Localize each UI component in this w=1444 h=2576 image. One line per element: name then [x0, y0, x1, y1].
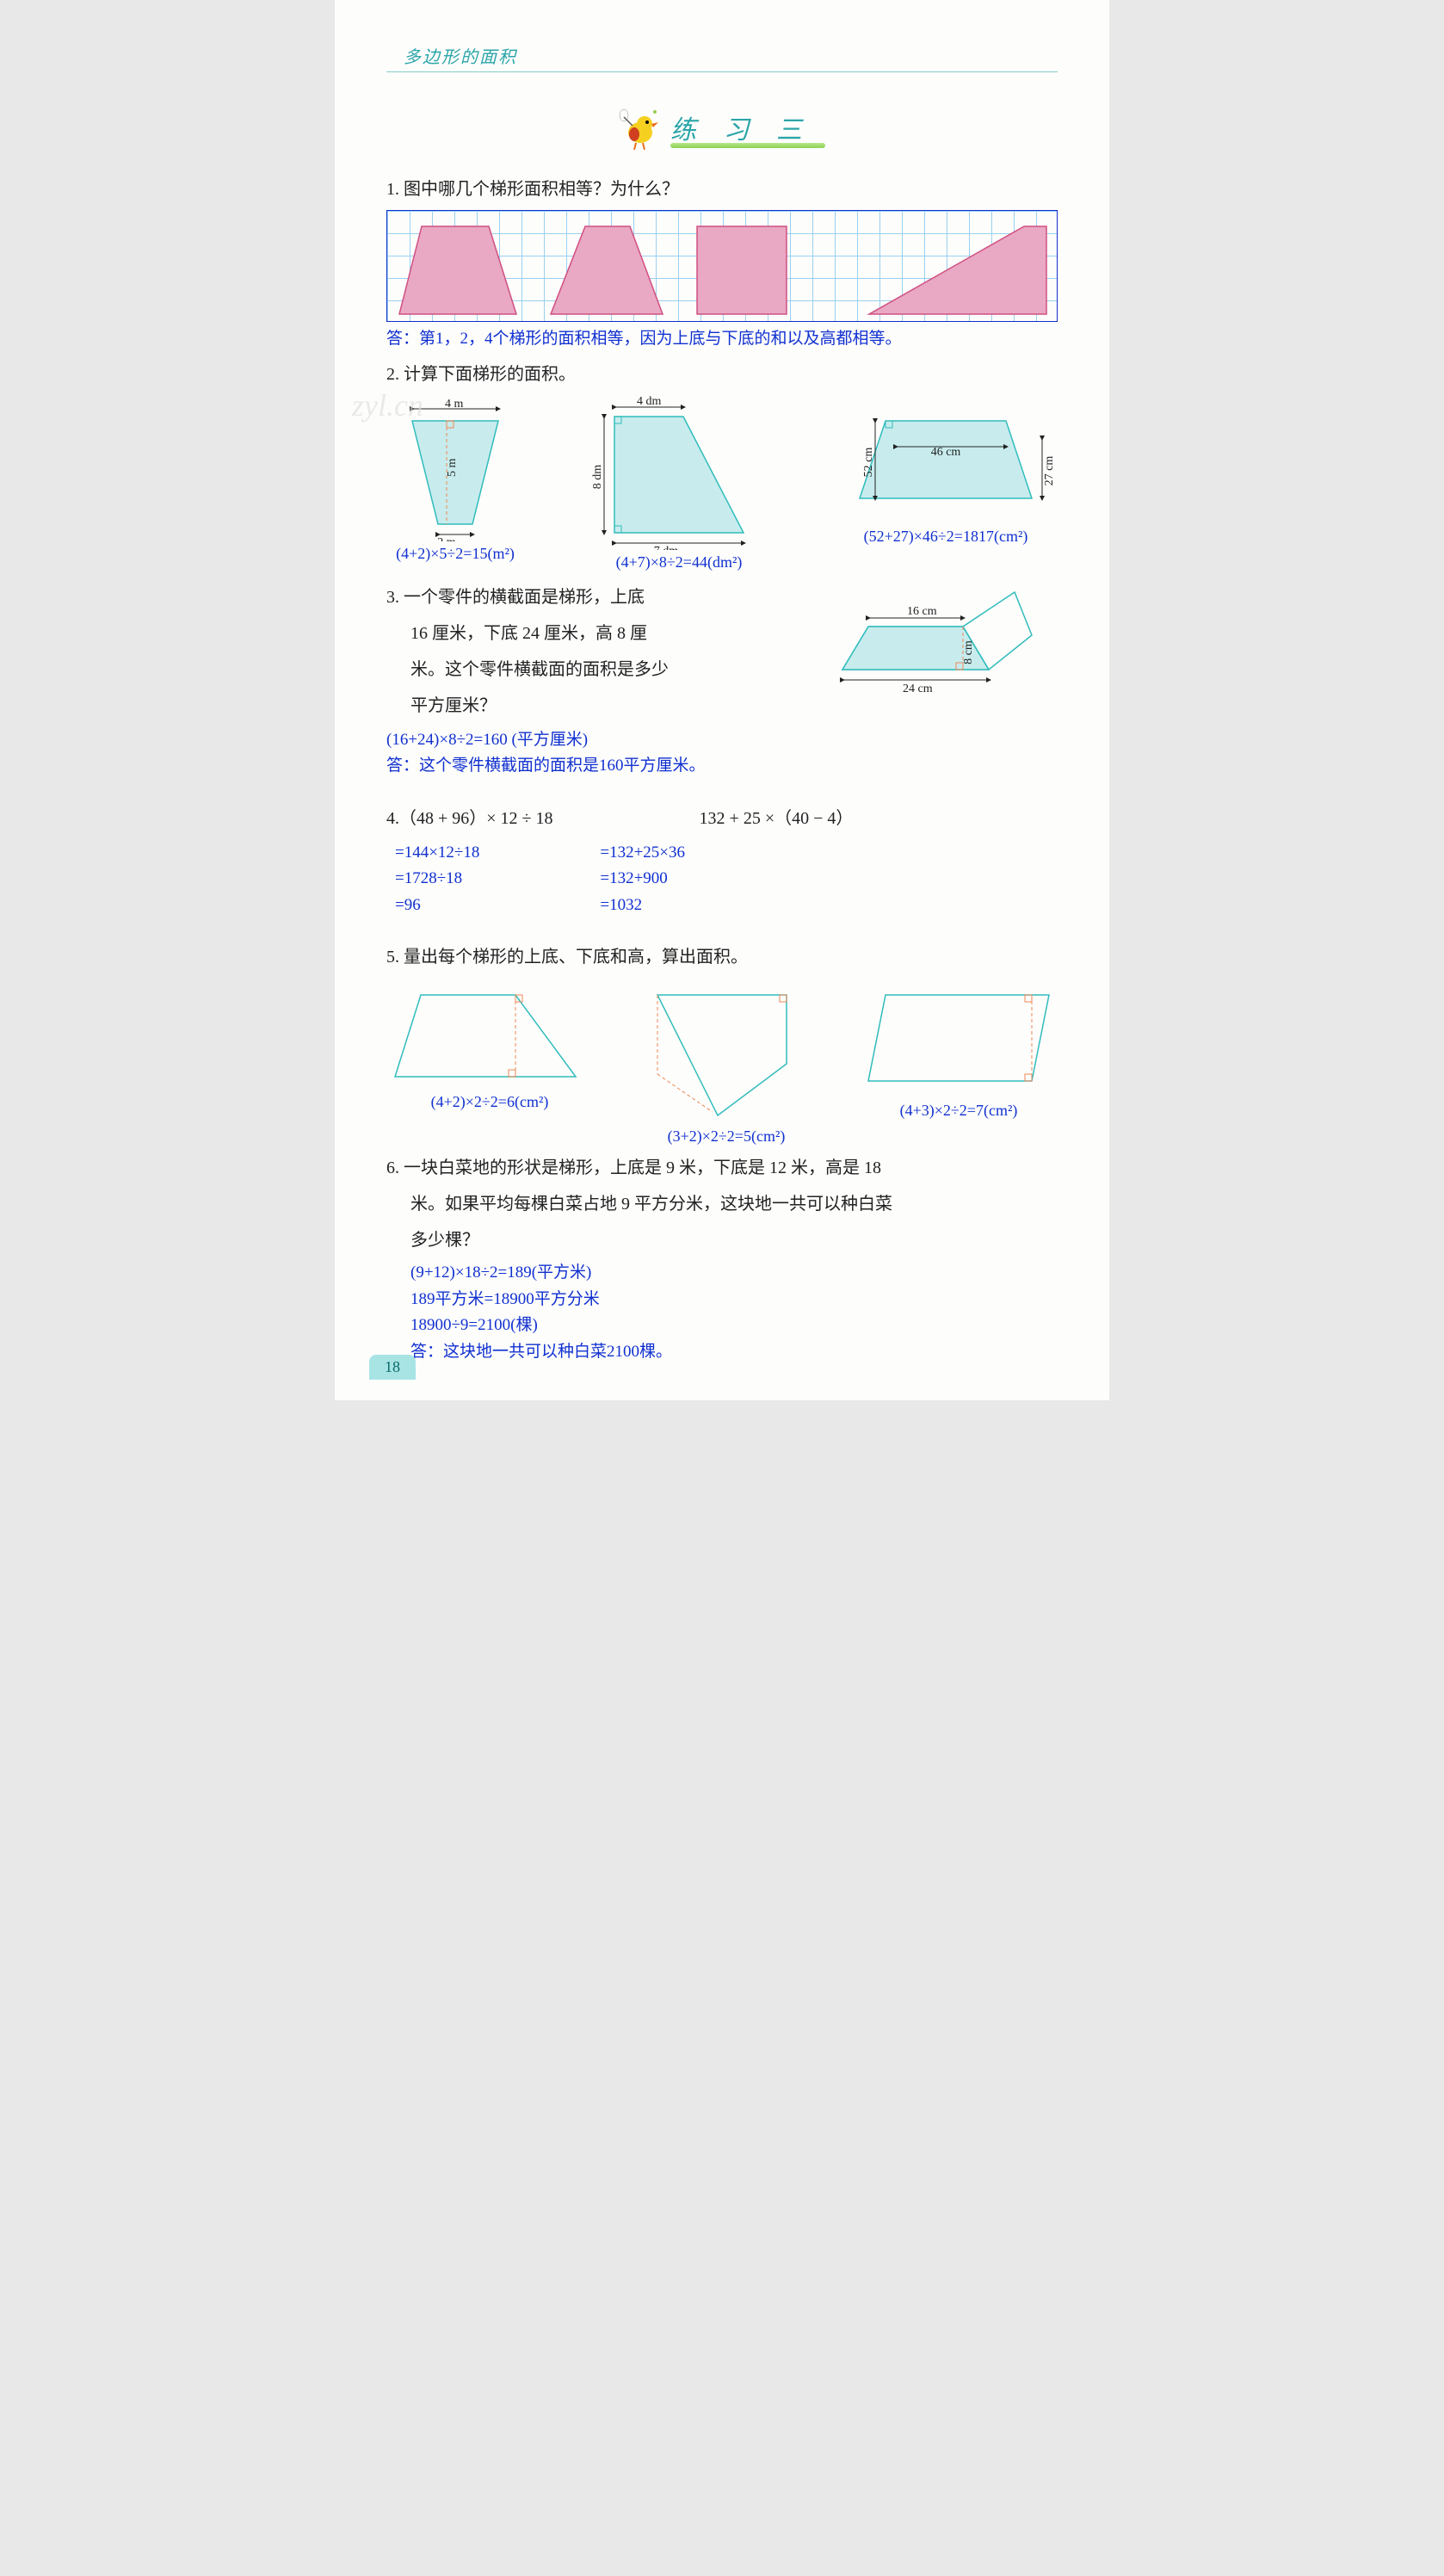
- q3-h: 8 cm: [962, 640, 975, 664]
- q6-l2: 米。如果平均每棵白菜占地 9 平方分米，这块地一共可以种白菜: [386, 1190, 1058, 1218]
- q3-l1: 3. 一个零件的横截面是梯形，上底: [386, 584, 799, 611]
- q4-right: 132 + 25 ×（40 − 4）: [700, 805, 854, 832]
- q3-a2: 答：这个零件横截面的面积是160平方厘米。: [386, 754, 1058, 779]
- q2-f1-top: 4 m: [445, 398, 464, 411]
- q3-bot: 24 cm: [903, 683, 933, 695]
- header-rule: [386, 71, 1058, 72]
- q2-f1-bot: 2 m: [437, 536, 456, 541]
- q2-fig2-svg: 4 dm 7 dm 8 dm: [589, 395, 769, 550]
- q2-f3-mid: 46 cm: [931, 446, 961, 459]
- q4-l1: =144×12÷18: [395, 841, 479, 866]
- page: 多边形的面积 练 习 三 zyl.cn 1. 图中哪几个梯形面积相等？为什么？: [335, 0, 1109, 1400]
- q2-f2-calc: (4+7)×8÷2=44(dm²): [589, 553, 769, 571]
- q3-l4: 平方厘米？: [386, 692, 799, 720]
- q4-left: 4.（48 + 96）× 12 ÷ 18: [386, 805, 553, 832]
- q2-fig1-svg: 4 m 2 m 5 m: [386, 395, 524, 541]
- q2-f3-left: 52 cm: [862, 447, 875, 477]
- bird-icon: [619, 107, 662, 150]
- q1-answer: 答：第1，2，4个梯形的面积相等，因为上底与下底的和以及高都相等。: [386, 327, 1058, 352]
- q2-fig3: 52 cm 27 cm 46 cm (52+27)×46÷2=1817(cm²): [834, 395, 1058, 546]
- q4-steps: =144×12÷18 =1728÷18 =96 =132+25×36 =132+…: [395, 839, 1058, 920]
- q1-text: 1. 图中哪几个梯形面积相等？为什么？: [386, 176, 1058, 203]
- q2-f2-h: 8 dm: [591, 464, 604, 489]
- q2-fig1: 4 m 2 m 5 m (4+2)×5÷2=15(m²): [386, 395, 524, 563]
- section-header: 多边形的面积: [386, 43, 1058, 68]
- q5-text: 5. 量出每个梯形的上底、下底和高，算出面积。: [386, 943, 1058, 971]
- q3-l2: 16 厘米，下底 24 厘米，高 8 厘: [386, 620, 799, 647]
- q5-a2: (3+2)×2÷2=5(cm²): [640, 1127, 812, 1146]
- q5-figs: (4+2)×2÷2=6(cm²) (3+2)×2÷2=5(cm²) (4+3)×…: [386, 978, 1058, 1146]
- title-row: 练 习 三: [386, 107, 1058, 150]
- q4-left-col: =144×12÷18 =1728÷18 =96: [395, 839, 479, 920]
- q2-figs: 4 m 2 m 5 m (4+2)×5÷2=15(m²) 4 dm 7 dm 8…: [386, 395, 1058, 571]
- q4-r1: =132+25×36: [600, 841, 685, 866]
- q2-f3-right: 27 cm: [1043, 455, 1056, 485]
- q5-f1: (4+2)×2÷2=6(cm²): [386, 978, 593, 1146]
- q5-a1: (4+2)×2÷2=6(cm²): [386, 1093, 593, 1111]
- q6-a1: (9+12)×18÷2=189(平方米): [386, 1261, 1058, 1286]
- title-block: 练 习 三: [670, 108, 825, 148]
- title: 练 习 三: [670, 108, 825, 146]
- q6-a2: 189平方米=18900平方分米: [386, 1288, 1058, 1313]
- q2-f1-calc: (4+2)×5÷2=15(m²): [386, 545, 524, 563]
- q4-r2: =132+900: [600, 867, 685, 892]
- q4-r3: =1032: [600, 893, 685, 918]
- q5-f2-svg: [640, 978, 812, 1124]
- q2-text: 2. 计算下面梯形的面积。: [386, 361, 1058, 388]
- q5-f1-svg: [386, 978, 593, 1090]
- q5-a3: (4+3)×2÷2=7(cm²): [860, 1102, 1058, 1120]
- q5-f3: (4+3)×2÷2=7(cm²): [860, 978, 1058, 1146]
- q3-wrap: 3. 一个零件的横截面是梯形，上底 16 厘米，下底 24 厘米，高 8 厘 米…: [386, 575, 1058, 726]
- q6-a3: 18900÷9=2100(棵): [386, 1313, 1058, 1338]
- q3-a1: (16+24)×8÷2=160 (平方厘米): [386, 728, 1058, 753]
- page-number: 18: [369, 1355, 416, 1380]
- q5-f3-svg: [860, 978, 1058, 1098]
- q2-fig2: 4 dm 7 dm 8 dm (4+7)×8÷2=44(dm²): [589, 395, 769, 571]
- q4-row: 4.（48 + 96）× 12 ÷ 18 132 + 25 ×（40 − 4）: [386, 796, 1058, 839]
- q6-l3: 多少棵？: [386, 1226, 1058, 1254]
- q2-f3-calc: (52+27)×46÷2=1817(cm²): [834, 528, 1058, 546]
- q4-right-col: =132+25×36 =132+900 =1032: [600, 839, 685, 920]
- q2-f1-h: 5 m: [446, 458, 459, 477]
- q3-l3: 米。这个零件横截面的面积是多少: [386, 656, 799, 683]
- q6-l1: 6. 一块白菜地的形状是梯形，上底是 9 米，下底是 12 米，高是 18: [386, 1154, 1058, 1182]
- q2-fig3-svg: 52 cm 27 cm 46 cm: [834, 395, 1058, 524]
- q2-f2-bot: 7 dm: [654, 545, 679, 550]
- q2-f2-top: 4 dm: [637, 395, 662, 408]
- q1-grid: [386, 210, 1058, 322]
- q4-l3: =96: [395, 893, 479, 918]
- q6-a4: 答：这块地一共可以种白菜2100棵。: [386, 1340, 1058, 1365]
- q4-l2: =1728÷18: [395, 867, 479, 892]
- q5-f2: (3+2)×2÷2=5(cm²): [640, 978, 812, 1146]
- q3-fig: 16 cm 24 cm 8 cm: [817, 575, 1058, 695]
- page-footer: 18: [369, 1355, 416, 1380]
- q1-shapes: [387, 211, 1058, 323]
- q3-top: 16 cm: [907, 605, 937, 618]
